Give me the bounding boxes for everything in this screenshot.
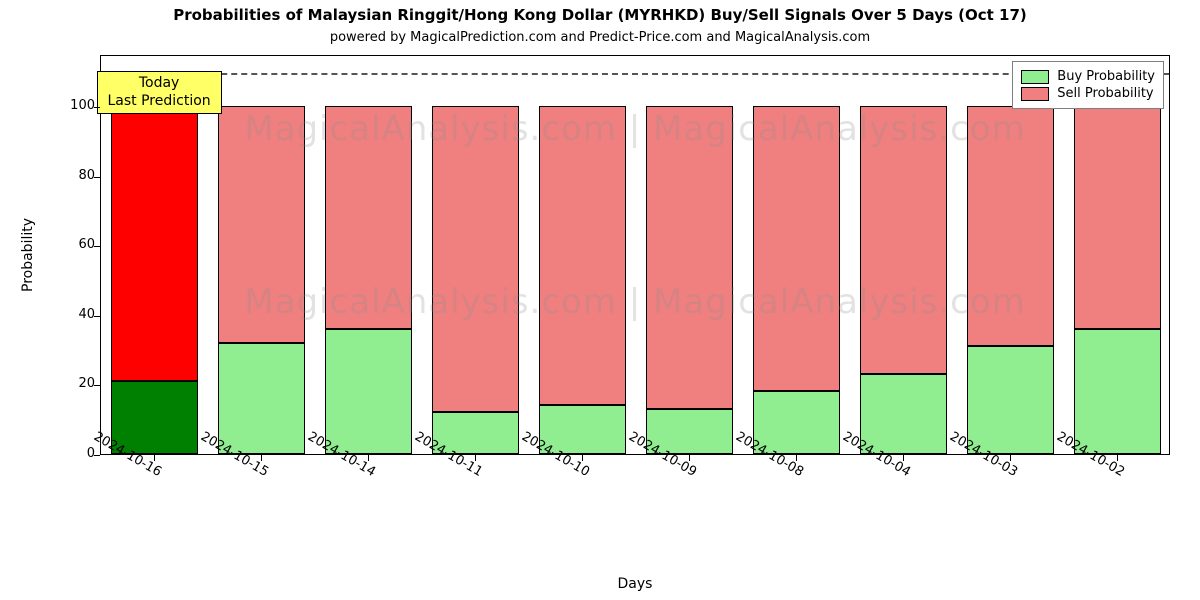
sell-bar	[646, 106, 734, 409]
buy-bar	[967, 346, 1055, 454]
y-tick-mark	[94, 246, 100, 247]
y-tick-mark	[94, 316, 100, 317]
y-tick-mark	[94, 455, 100, 456]
bar-group	[432, 54, 520, 454]
annotation-line-2: Last Prediction	[108, 93, 211, 111]
legend-item: Buy Probability	[1021, 69, 1155, 84]
chart-title: Probabilities of Malaysian Ringgit/Hong …	[0, 6, 1200, 24]
legend-item: Sell Probability	[1021, 86, 1155, 101]
reference-line	[101, 73, 1169, 75]
sell-bar	[218, 106, 306, 343]
buy-bar	[218, 343, 306, 454]
y-tick-label: 60	[60, 237, 95, 252]
bar-group	[325, 54, 413, 454]
sell-bar	[967, 106, 1055, 346]
y-tick-label: 0	[60, 446, 95, 461]
legend-swatch	[1021, 70, 1049, 84]
x-axis-label: Days	[100, 576, 1170, 592]
bar-group	[646, 54, 734, 454]
plot-area: MagicalAnalysis.com | MagicalAnalysis.co…	[100, 55, 1170, 455]
bar-group	[753, 54, 841, 454]
legend-swatch	[1021, 87, 1049, 101]
chart-subtitle: powered by MagicalPrediction.com and Pre…	[0, 30, 1200, 45]
sell-bar	[432, 106, 520, 412]
y-tick-mark	[94, 177, 100, 178]
legend-label: Sell Probability	[1057, 86, 1153, 101]
chart-container: Probabilities of Malaysian Ringgit/Hong …	[0, 0, 1200, 600]
y-tick-mark	[94, 385, 100, 386]
y-tick-mark	[94, 107, 100, 108]
sell-bar	[1074, 106, 1162, 329]
bar-group	[1074, 54, 1162, 454]
sell-bar	[860, 106, 948, 374]
buy-bar	[1074, 329, 1162, 454]
sell-bar	[325, 106, 413, 329]
sell-bar	[111, 106, 199, 381]
y-tick-label: 100	[60, 98, 95, 113]
today-annotation: TodayLast Prediction	[97, 71, 222, 114]
y-tick-label: 40	[60, 307, 95, 322]
bar-group	[967, 54, 1055, 454]
bar-group	[860, 54, 948, 454]
buy-bar	[860, 374, 948, 454]
bars-track	[101, 56, 1169, 454]
y-tick-label: 80	[60, 168, 95, 183]
bar-group	[539, 54, 627, 454]
legend-label: Buy Probability	[1057, 69, 1155, 84]
annotation-line-1: Today	[108, 75, 211, 93]
bar-group	[218, 54, 306, 454]
y-tick-label: 20	[60, 376, 95, 391]
sell-bar	[753, 106, 841, 391]
legend: Buy Probability Sell Probability	[1012, 61, 1164, 109]
y-axis-label: Probability	[18, 55, 38, 455]
sell-bar	[539, 106, 627, 405]
